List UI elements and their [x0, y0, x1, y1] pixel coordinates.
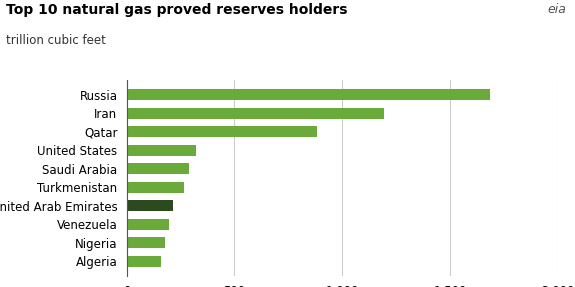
Bar: [126, 126, 317, 137]
Bar: [126, 219, 169, 230]
Bar: [126, 182, 183, 193]
Bar: [126, 200, 173, 211]
Bar: [126, 89, 490, 100]
Text: trillion cubic feet: trillion cubic feet: [6, 34, 106, 47]
Bar: [126, 163, 189, 174]
Text: Top 10 natural gas proved reserves holders: Top 10 natural gas proved reserves holde…: [6, 3, 347, 17]
Bar: [126, 145, 196, 156]
Bar: [126, 108, 384, 119]
Text: eia: eia: [547, 3, 566, 16]
Bar: [126, 255, 161, 267]
Bar: [126, 237, 166, 248]
